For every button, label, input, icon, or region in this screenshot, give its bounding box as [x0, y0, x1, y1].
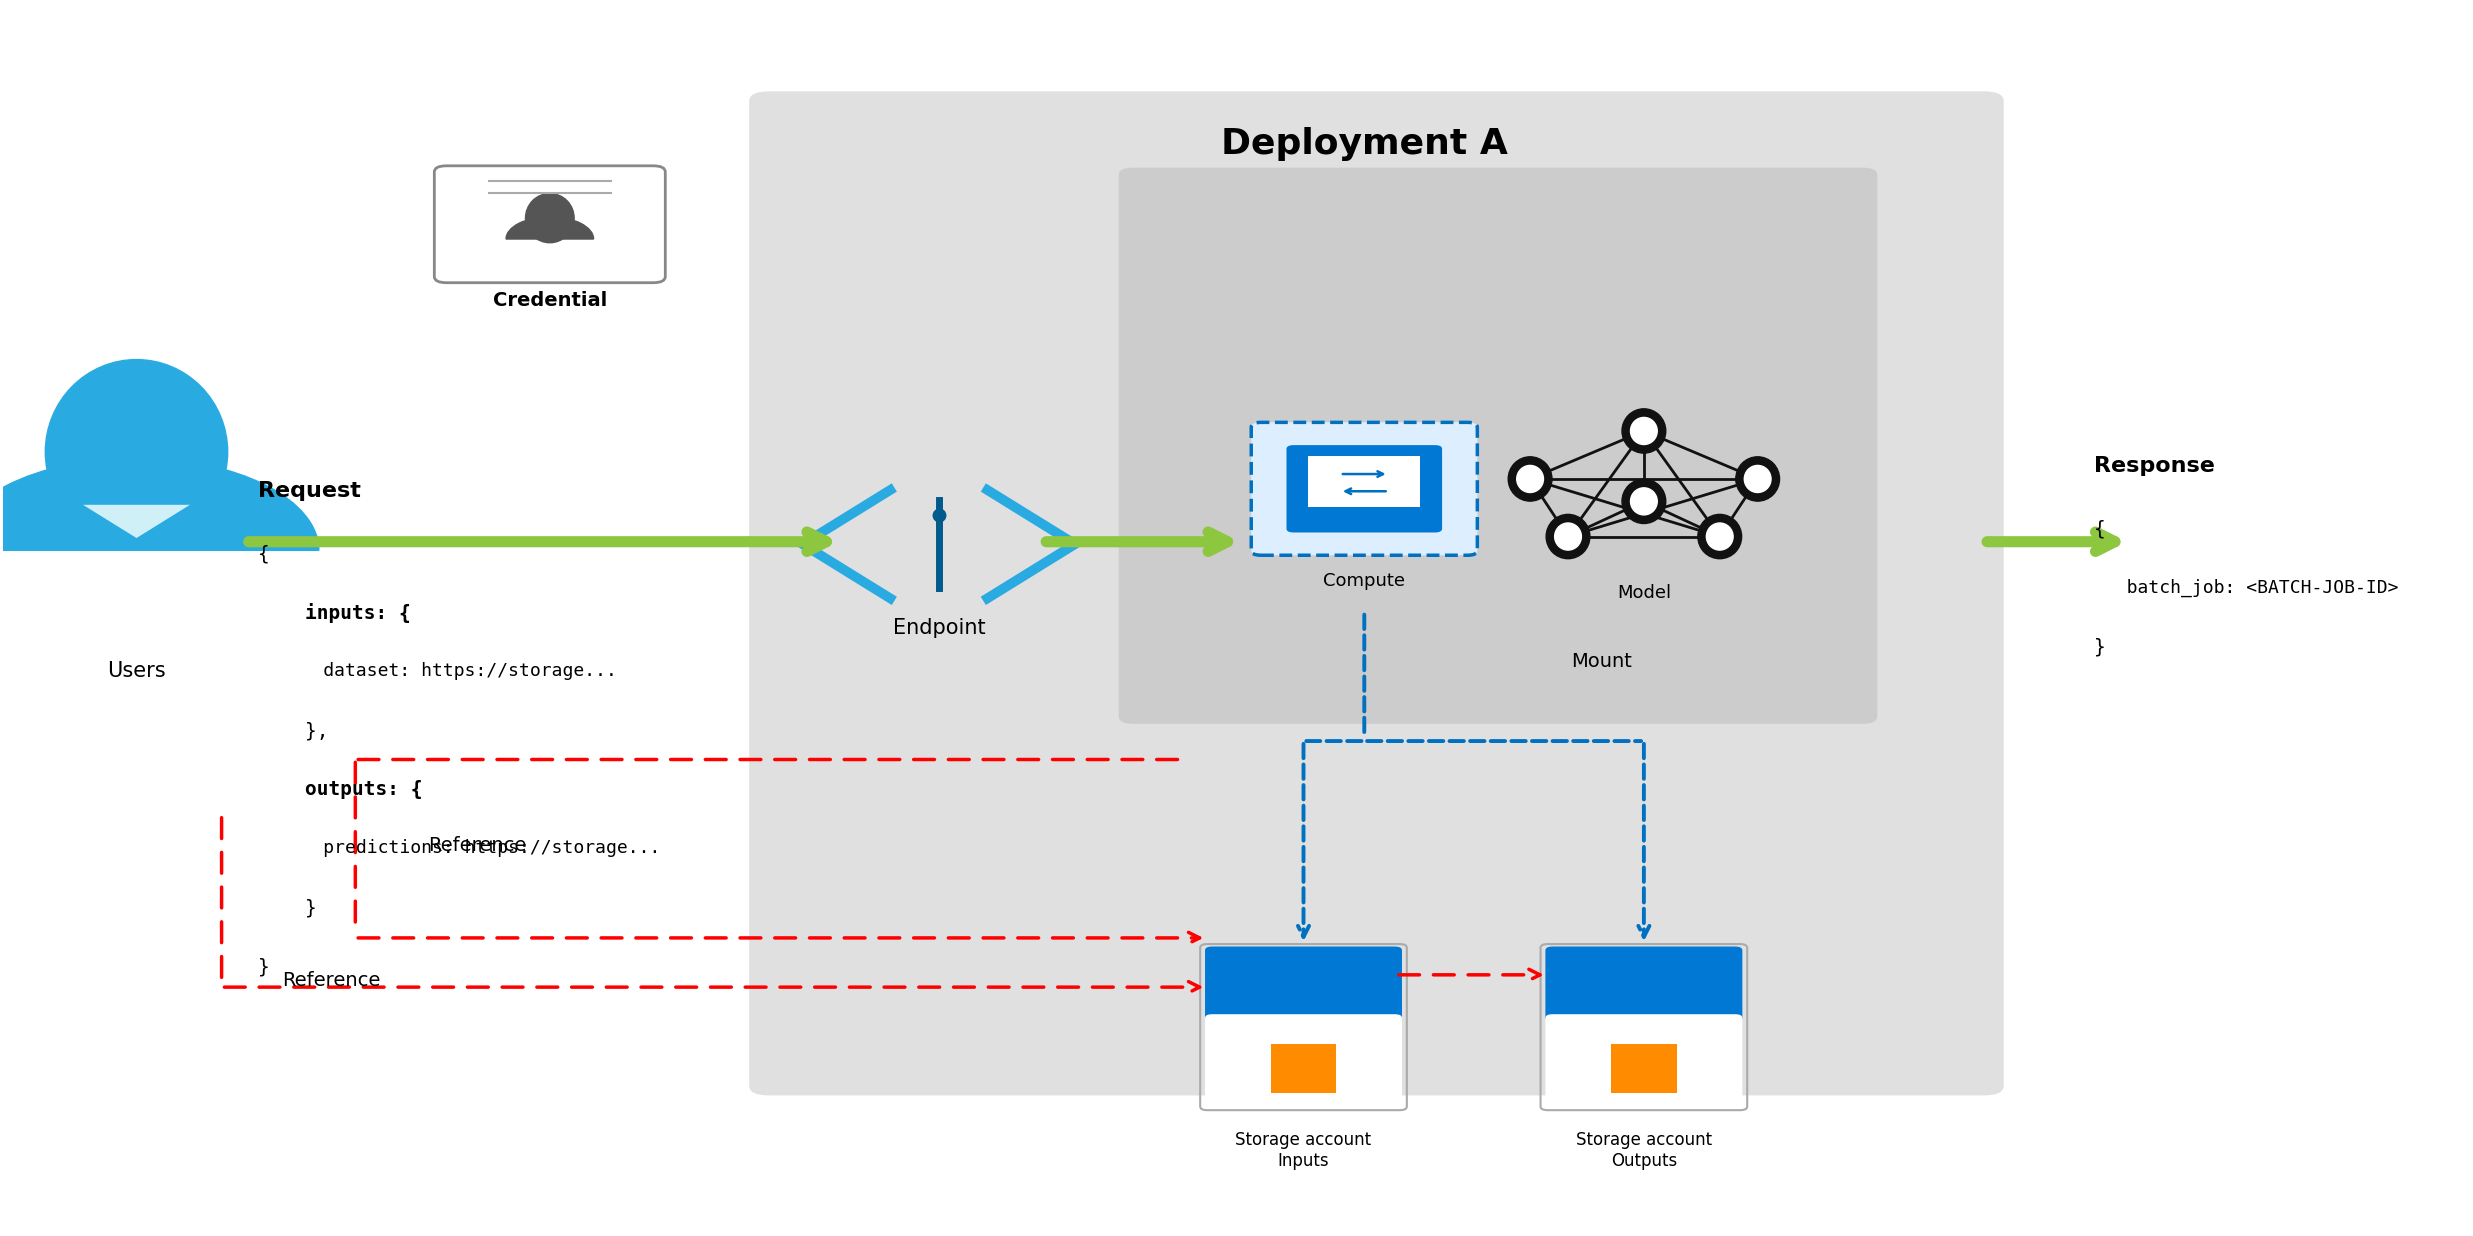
Ellipse shape — [1546, 514, 1590, 559]
Text: batch_job: <BATCH-JOB-ID>: batch_job: <BATCH-JOB-ID> — [2095, 578, 2399, 597]
FancyBboxPatch shape — [1204, 1015, 1402, 1107]
FancyBboxPatch shape — [1286, 445, 1442, 533]
FancyBboxPatch shape — [1251, 423, 1476, 555]
Ellipse shape — [1630, 418, 1657, 445]
FancyBboxPatch shape — [435, 166, 665, 283]
FancyBboxPatch shape — [1204, 947, 1402, 1022]
Text: }: } — [257, 899, 317, 917]
Text: Model: Model — [1617, 583, 1672, 602]
FancyBboxPatch shape — [1610, 1043, 1677, 1093]
Text: Credential: Credential — [492, 292, 606, 310]
FancyBboxPatch shape — [1118, 168, 1877, 724]
Ellipse shape — [1743, 466, 1771, 492]
Text: {: { — [257, 544, 270, 564]
FancyBboxPatch shape — [1546, 1015, 1743, 1107]
Text: Reference: Reference — [282, 971, 381, 990]
Ellipse shape — [1509, 457, 1553, 501]
Wedge shape — [507, 216, 594, 239]
Ellipse shape — [45, 360, 228, 544]
FancyBboxPatch shape — [749, 91, 2003, 1095]
Text: outputs: {: outputs: { — [257, 780, 423, 800]
FancyBboxPatch shape — [1308, 456, 1420, 507]
Ellipse shape — [1699, 514, 1741, 559]
Text: Storage account
Inputs: Storage account Inputs — [1236, 1131, 1373, 1170]
Ellipse shape — [1556, 523, 1580, 550]
Text: }: } — [257, 958, 270, 976]
Text: Users: Users — [106, 661, 166, 681]
FancyBboxPatch shape — [1546, 947, 1743, 1022]
Ellipse shape — [1622, 409, 1667, 454]
Wedge shape — [0, 459, 319, 550]
Text: Mount: Mount — [1570, 651, 1632, 671]
Ellipse shape — [1706, 523, 1734, 550]
Text: },: }, — [257, 722, 329, 740]
Ellipse shape — [1622, 480, 1667, 524]
Text: {: { — [2095, 519, 2105, 539]
Ellipse shape — [1630, 488, 1657, 515]
Text: }: } — [2095, 638, 2105, 656]
Ellipse shape — [524, 194, 574, 242]
Ellipse shape — [1736, 457, 1781, 501]
FancyBboxPatch shape — [1271, 1043, 1335, 1093]
Text: Response: Response — [2095, 456, 2213, 477]
Polygon shape — [84, 504, 190, 538]
Text: Storage account
Outputs: Storage account Outputs — [1575, 1131, 1711, 1170]
Text: dataset: https://storage...: dataset: https://storage... — [257, 662, 616, 680]
Text: Deployment A: Deployment A — [1222, 127, 1509, 161]
Text: inputs: {: inputs: { — [257, 603, 411, 623]
Text: predictions: https://storage...: predictions: https://storage... — [257, 839, 660, 858]
Text: Endpoint: Endpoint — [893, 618, 984, 638]
Text: Compute: Compute — [1323, 572, 1405, 591]
Text: Reference: Reference — [428, 836, 527, 855]
Ellipse shape — [1516, 466, 1543, 492]
Text: Request: Request — [257, 481, 361, 501]
